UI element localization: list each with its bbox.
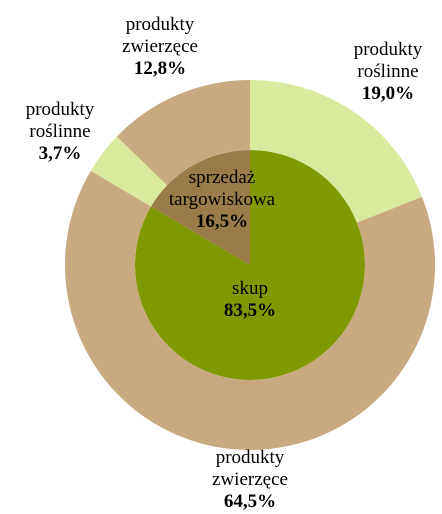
value-label: 3,7% [38, 143, 82, 164]
value-label: 16,5% [195, 211, 249, 232]
segment-name: produkty roślinne [353, 39, 423, 82]
segment [151, 150, 250, 265]
segment-name: produkty zwierzęce [122, 14, 198, 57]
segment-name: sprzedaż targowiskowa [168, 167, 276, 210]
segment [65, 170, 435, 450]
segment [116, 80, 250, 186]
segment-name: produkty roślinne [25, 99, 95, 142]
data-label: produkty roślinne 19,0% [338, 39, 438, 105]
value-label: 12,8% [133, 58, 187, 79]
data-label: produkty zwierzęce 64,5% [195, 447, 305, 513]
value-label: 83,5% [223, 300, 277, 321]
value-label: 19,0% [361, 83, 415, 104]
segment [90, 136, 168, 207]
data-label: skup 83,5% [220, 278, 280, 322]
data-label: produkty zwierzęce 12,8% [105, 14, 215, 80]
data-label: sprzedaż targowiskowa 16,5% [152, 167, 292, 233]
segment [250, 80, 423, 223]
data-label: produkty roślinne 3,7% [10, 99, 110, 165]
segment-name: skup [232, 278, 268, 299]
segment-name: produkty zwierzęce [212, 447, 288, 490]
value-label: 64,5% [223, 491, 277, 512]
